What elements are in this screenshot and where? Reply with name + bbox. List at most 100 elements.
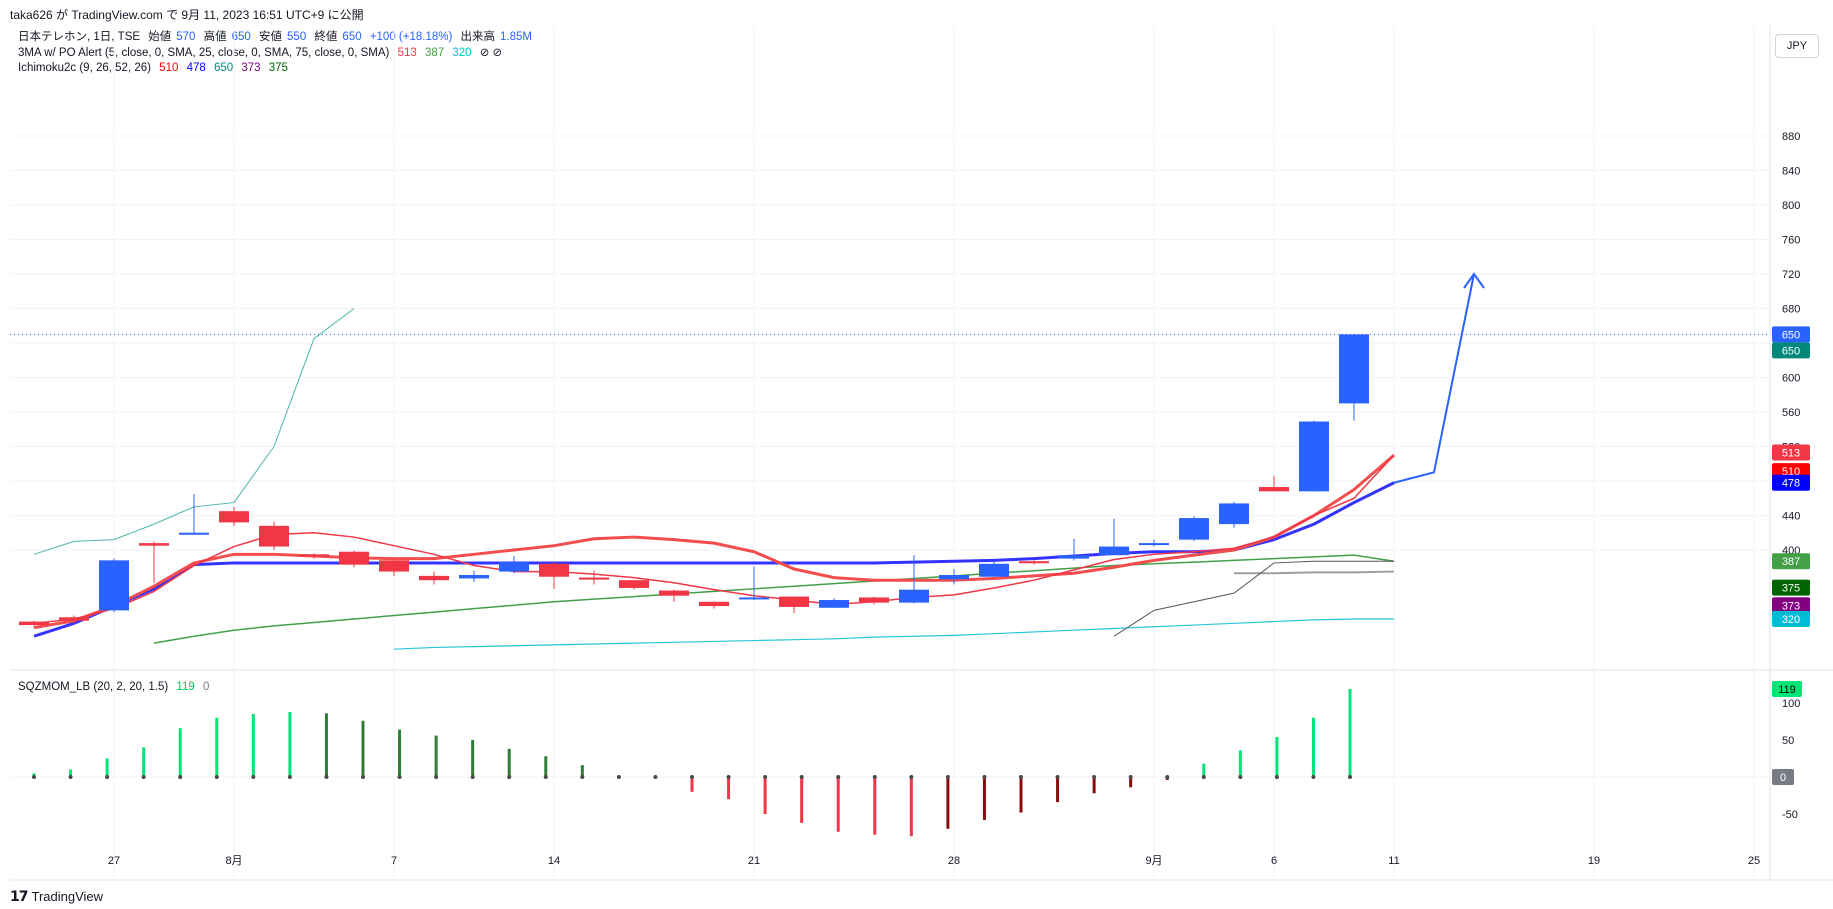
squeeze-dot (1128, 775, 1133, 779)
x-tick-label: 9月 (1145, 855, 1162, 867)
x-tick-label: 6 (1271, 855, 1277, 867)
ma75-line (393, 618, 1394, 650)
open-value: 570 (176, 31, 196, 43)
price-label-text: 478 (1782, 478, 1800, 490)
squeeze-dot (507, 775, 512, 779)
senkou-span-b-line (1234, 570, 1395, 575)
sqz-legend[interactable]: SQZMOM_LB (20, 2, 20, 1.5) 119 0 (18, 681, 214, 693)
close-value: 650 (342, 31, 362, 43)
main-pane (10, 272, 1770, 650)
squeeze-dot (1019, 775, 1023, 779)
y-tick-label: 800 (1782, 200, 1800, 212)
close-label: 終値 (314, 31, 338, 43)
candle-body (1179, 518, 1209, 540)
price-label-text: 513 (1782, 448, 1800, 460)
y-tick-label: 440 (1782, 511, 1800, 523)
footer: 𝟭𝟳 TradingView (10, 888, 103, 905)
candle-body (899, 589, 929, 603)
candle-body (619, 580, 649, 588)
candle-body (339, 551, 369, 565)
chart-grid (10, 25, 1833, 881)
candle-body (59, 617, 89, 621)
squeeze-dot (434, 775, 439, 779)
ichimoku-kijun-value: 478 (186, 62, 206, 74)
candle-body (219, 511, 249, 523)
squeeze-dot (105, 775, 110, 779)
squeeze-dot (836, 775, 841, 779)
momentum-label-badge (1772, 680, 1802, 697)
squeeze-dot (690, 775, 694, 779)
price-label-badge (1772, 553, 1810, 570)
squeeze-dot (32, 775, 36, 779)
squeeze-dot (141, 775, 146, 779)
ma-indicator-name: 3MA w/ PO Alert (5, close, 0, SMA, 25, c… (18, 47, 390, 59)
squeeze-dot (616, 775, 621, 779)
price-label-text: 320 (1782, 614, 1800, 626)
ichimoku-indicator-name: Ichimoku2c (9, 26, 52, 26) (18, 62, 151, 74)
candle-body (179, 532, 209, 535)
x-tick-label: 25 (1748, 855, 1760, 867)
squeeze-dot (324, 775, 329, 779)
ma-value-5: 513 (397, 47, 417, 59)
x-tick-label: 11 (1388, 855, 1399, 867)
open-label: 始値 (148, 31, 172, 43)
squeeze-dot (872, 775, 877, 779)
candle-body (1339, 334, 1369, 404)
volume-label: 出来高 (460, 31, 496, 43)
candle-body (499, 562, 529, 572)
candle-body (779, 596, 809, 607)
squeeze-dot (397, 775, 402, 779)
momentum-tick-label: -50 (1782, 809, 1798, 821)
candle-body (1139, 543, 1169, 546)
high-value: 650 (231, 31, 251, 43)
squeeze-dot (1311, 775, 1316, 779)
squeeze-dot (1274, 775, 1279, 779)
candle-body (939, 575, 969, 580)
candle-body (1219, 503, 1249, 525)
tenkan-line (33, 453, 1395, 630)
span-line-late (1113, 560, 1394, 637)
x-tick-label: 14 (548, 855, 560, 867)
candle-body (859, 597, 889, 603)
ichimoku-spana-value: 375 (268, 62, 288, 74)
candle-body (1099, 546, 1129, 556)
squeeze-dot (945, 775, 950, 779)
squeeze-dot (1201, 775, 1206, 779)
volume-value: 1.85M (500, 31, 532, 43)
candle-body (1059, 555, 1089, 559)
squeeze-dot (763, 775, 768, 779)
squeeze-dot (287, 775, 292, 779)
candle-body (659, 590, 689, 596)
sqz-value-1: 119 (176, 681, 195, 693)
sqz-value-2: 0 (202, 681, 210, 693)
publish-header: taka626 が TradingView.com で 9月 11, 2023 … (10, 8, 364, 22)
squeeze-dot (68, 775, 73, 779)
ma-alert-icons: ⊘ ⊘ (479, 47, 503, 59)
momentum-label-text: 119 (1778, 684, 1796, 696)
candle-body (699, 601, 729, 607)
price-label-badge (1772, 326, 1810, 343)
price-label-badge (1772, 342, 1810, 359)
chart-series (10, 272, 1770, 837)
ichimoku-spanb-value: 373 (241, 62, 261, 74)
x-tick-label: 28 (948, 855, 960, 867)
candle-body (19, 621, 49, 626)
y-tick-label: 720 (1782, 269, 1800, 281)
price-label-text: 387 (1782, 556, 1800, 568)
projection-arrow (1393, 273, 1475, 484)
tradingview-logo-icon: 𝟭𝟳 (10, 888, 29, 904)
y-tick-label: 760 (1782, 235, 1800, 247)
candle-body (739, 597, 769, 600)
x-tick-label: 19 (1588, 855, 1600, 867)
symbol-label: 日本テレホン, 1日, TSE (18, 31, 141, 43)
price-label-badge (1772, 444, 1810, 461)
ma-legend[interactable]: 3MA w/ PO Alert (5, close, 0, SMA, 25, c… (18, 45, 507, 59)
currency-button[interactable]: JPY (1775, 34, 1819, 58)
candle-body (819, 600, 849, 608)
candle-body (979, 563, 1009, 577)
candle-body (139, 543, 169, 546)
sqz-indicator-name: SQZMOM_LB (20, 2, 20, 1.5) (18, 681, 169, 693)
ichimoku-legend[interactable]: Ichimoku2c (9, 26, 52, 26) 510 478 650 3… (18, 62, 293, 74)
ma-value-75: 320 (452, 47, 472, 59)
